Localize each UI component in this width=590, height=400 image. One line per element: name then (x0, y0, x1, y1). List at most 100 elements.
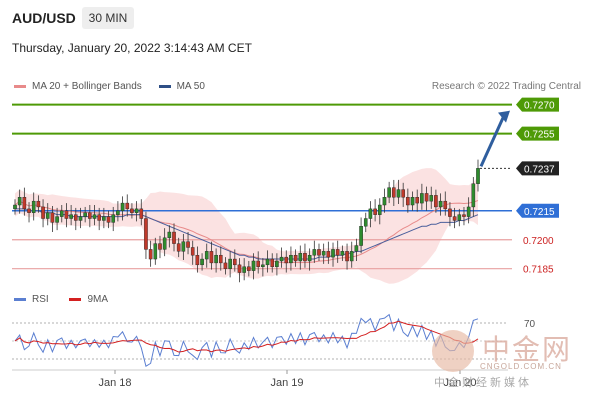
candle-body (116, 210, 120, 215)
candle-body (251, 260, 256, 271)
price-label-box-3 (516, 203, 559, 218)
candle-body (195, 254, 200, 266)
arrow-head-icon (498, 110, 510, 123)
candle-body (17, 197, 22, 206)
candle-body (69, 214, 73, 219)
price-label-box-0 (516, 97, 559, 112)
watermark-subtitle: 中金财经新媒体 (434, 376, 532, 389)
candle-body (438, 200, 443, 208)
candle-body (261, 264, 265, 267)
candle-body (45, 212, 50, 219)
candle-body (363, 218, 368, 227)
rsi-panel: 70 (12, 313, 536, 367)
watermark-brand: 中金网 (482, 333, 573, 366)
candle-body (64, 210, 69, 219)
candle-body (73, 214, 78, 221)
candle-body (457, 214, 462, 221)
price-label-5: 0.7185 (523, 265, 554, 276)
candle-body (190, 247, 195, 256)
legend-label-rsi: RSI (32, 294, 49, 305)
candle-body (209, 251, 214, 264)
x-tick-label: Jan 19 (270, 377, 303, 389)
legend-label-ma20: MA 20 + Bollinger Bands (32, 81, 142, 92)
candle-body (265, 258, 270, 266)
candle-body (434, 195, 438, 208)
candle-body (448, 208, 452, 217)
price-label-0: 0.7270 (524, 101, 555, 112)
candle-body (228, 258, 232, 269)
candle-body (443, 200, 448, 210)
candle-body (172, 231, 176, 244)
candle-body (13, 204, 17, 210)
candle-body (387, 187, 391, 198)
bollinger-band-area (15, 168, 478, 284)
candle-body (359, 226, 363, 246)
moving-average-lines (14, 200, 479, 264)
candle-body (247, 266, 251, 271)
copyright-text: Research © 2022 Trading Central (431, 81, 581, 92)
price-label-box-1 (516, 126, 559, 141)
candle-body (382, 197, 387, 206)
candle-body (88, 212, 92, 219)
candle-body (307, 254, 312, 262)
rsi-line (14, 313, 479, 367)
legend-item-ma20-bollinger: MA 20 + Bollinger Bands (14, 81, 142, 92)
candle-body (176, 243, 181, 252)
candle-body (102, 216, 106, 221)
candle-body (106, 216, 111, 223)
watermark-domain: CNGOLD.COM.CN (480, 362, 562, 371)
candle-body (22, 197, 27, 210)
x-tick-label: Jan 18 (98, 377, 131, 389)
price-label-box-2 (516, 161, 559, 176)
candle-body (462, 214, 466, 217)
legend-swatch-ma20 (14, 85, 26, 88)
candle-body (242, 266, 246, 273)
candle-body (429, 195, 434, 202)
watermark: 中金网 CNGOLD.COM.CN 中金财经新媒体 (428, 326, 588, 392)
candle-body (396, 189, 401, 198)
candle-body (55, 216, 59, 223)
candle-body (158, 243, 162, 250)
candle-body (340, 251, 345, 256)
candle-body (237, 264, 242, 273)
symbol-label: AUD/USD (12, 10, 76, 26)
legend-label-ma50: MA 50 (176, 81, 205, 92)
candle-body (303, 253, 307, 262)
candle-body (401, 189, 405, 198)
legend-swatch-9ma (69, 298, 82, 301)
candle-body (392, 187, 396, 198)
candle-body (59, 210, 64, 217)
candle-body (270, 258, 275, 267)
timeframe-button[interactable]: 30 MIN (82, 7, 134, 29)
candle-body (120, 202, 125, 212)
candle-body (420, 193, 424, 204)
rsi-9ma-line (14, 320, 479, 353)
candle-body (279, 256, 284, 262)
ma20-line (14, 200, 479, 264)
candle-body (31, 200, 36, 213)
candle-body (144, 218, 148, 250)
candle-body (134, 208, 139, 213)
chart-header: AUD/USD 30 MIN (0, 0, 590, 38)
rsi-level-70-label: 70 (524, 319, 536, 330)
candle-body (223, 262, 228, 269)
candle-body (27, 208, 31, 213)
candle-body (289, 254, 293, 264)
price-label-3: 0.7215 (524, 207, 555, 218)
candlesticks (13, 159, 480, 283)
legend-swatch-ma50 (158, 85, 171, 88)
candle-body (377, 204, 382, 215)
candle-body (218, 254, 223, 264)
legend-item-rsi: RSI (14, 294, 49, 305)
candle-body (204, 251, 209, 260)
price-level-lines (12, 103, 512, 270)
legend-label-9ma: 9MA (87, 294, 109, 305)
legend-item-ma50: MA 50 (158, 81, 205, 92)
arrow-shaft (479, 115, 506, 167)
candle-body (41, 206, 45, 219)
x-axis: Jan 18 Jan 19 Jan 20 (12, 369, 508, 389)
candle-body (50, 212, 55, 223)
candle-body (293, 254, 298, 262)
price-label-2: 0.7237 (524, 164, 555, 175)
